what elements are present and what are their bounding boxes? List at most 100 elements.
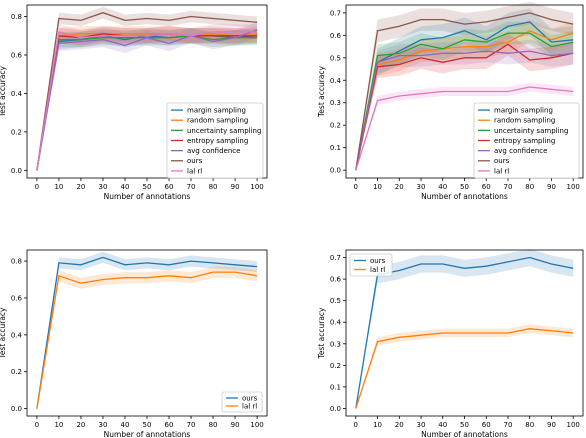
- series-band: [355, 39, 574, 171]
- chart-panel-bottom-left: 0 10 20 30 40 50 60 70 80 90 100 0.0 0.2 0.4 0.6 0.8 Num…: [0, 249, 268, 438]
- legend-box: [349, 253, 393, 277]
- series-band: [355, 248, 574, 409]
- series-line: [355, 21, 574, 171]
- legend-label: uncertainty sampling: [187, 127, 261, 135]
- series-band: [355, 1, 574, 171]
- legend-box: [473, 102, 580, 179]
- legend-label: ours: [494, 157, 510, 165]
- series-line: [355, 328, 574, 409]
- series-line: [36, 31, 258, 171]
- legend-label: lal rl: [370, 266, 385, 274]
- x-tick-label: 70: [504, 421, 513, 429]
- series-line: [355, 43, 574, 171]
- series-band: [36, 6, 258, 171]
- series-band: [355, 324, 574, 409]
- x-tick-label: 100: [567, 421, 580, 429]
- chart-panel-top-left: 0 10 20 30 40 50 60 70 80 90 100 0.0 0.2 0.4 0.6 0.8 Num…: [0, 4, 268, 201]
- x-tick-label: 50: [460, 183, 469, 191]
- legend: margin sampling random sampling uncertaint…: [473, 102, 580, 179]
- legend-label: ours: [242, 394, 258, 402]
- y-tick-label: 0.0: [11, 167, 22, 175]
- x-tick-label: 80: [209, 183, 218, 191]
- series-line: [36, 256, 258, 409]
- x-tick-label: 10: [373, 183, 382, 191]
- x-tick-label: 30: [99, 183, 108, 191]
- legend: margin sampling random sampling uncertaint…: [166, 102, 264, 179]
- x-tick-label: 10: [54, 421, 63, 429]
- x-tick-label: 90: [547, 183, 556, 191]
- x-tick-label: 40: [438, 183, 447, 191]
- series-band: [355, 19, 574, 171]
- series-line: [355, 86, 574, 171]
- y-tick-label: 0.2: [330, 122, 341, 130]
- x-tick-label: 40: [438, 421, 447, 429]
- x-tick-label: 0: [354, 183, 358, 191]
- x-tick-label: 70: [187, 421, 196, 429]
- y-axis-label: Test accuracy: [0, 65, 7, 118]
- y-tick-label: 0.4: [330, 319, 342, 327]
- x-axis-label: Number of annotations: [421, 192, 508, 201]
- y-tick-label: 0.6: [330, 32, 342, 40]
- legend-label: random sampling: [187, 117, 248, 125]
- y-tick-label: 0.3: [330, 99, 341, 107]
- y-tick-label: 0.1: [330, 144, 341, 152]
- series-line: [36, 29, 258, 171]
- x-tick-label: 100: [250, 183, 263, 191]
- y-axis-label: Test accuracy: [317, 65, 326, 118]
- y-axis-label: Test accuracy: [0, 307, 7, 360]
- x-tick-label: 50: [143, 183, 152, 191]
- y-tick-label: 0.3: [330, 340, 341, 348]
- x-tick-label: 20: [76, 421, 85, 429]
- series-line: [355, 30, 574, 171]
- series-line: [355, 32, 574, 171]
- y-tick-label: 0.2: [11, 128, 22, 136]
- x-tick-label: 60: [165, 183, 174, 191]
- y-tick-label: 0.8: [11, 13, 22, 21]
- x-tick-label: 50: [143, 421, 152, 429]
- y-tick-label: 0.0: [330, 167, 341, 175]
- x-tick-label: 20: [395, 421, 404, 429]
- y-tick-label: 0.2: [330, 362, 341, 370]
- legend-label: margin sampling: [494, 106, 553, 114]
- series-band: [36, 251, 258, 409]
- legend-label: random sampling: [494, 117, 555, 125]
- x-tick-label: 10: [373, 421, 382, 429]
- y-tick-label: 0.4: [11, 90, 23, 98]
- series-band: [355, 33, 574, 171]
- y-axis-label: Test accuracy: [317, 307, 326, 360]
- y-tick-label: 0.5: [330, 54, 341, 62]
- legend-label: ours: [187, 157, 203, 165]
- x-tick-label: 80: [525, 421, 534, 429]
- series-line: [355, 12, 574, 171]
- y-tick-label: 0.7: [330, 9, 341, 17]
- x-tick-label: 90: [547, 421, 556, 429]
- x-tick-label: 60: [165, 421, 174, 429]
- x-tick-label: 20: [76, 183, 85, 191]
- legend-label: avg confidence: [494, 147, 547, 155]
- x-tick-label: 60: [482, 421, 491, 429]
- series-line: [36, 33, 258, 171]
- legend-label: uncertainty sampling: [494, 127, 568, 135]
- legend-label: lal rl: [187, 167, 202, 175]
- y-tick-label: 0.2: [11, 368, 22, 376]
- x-tick-label: 90: [231, 421, 240, 429]
- chart-panel-top-right: 0 10 20 30 40 50 60 70 80 90 100 0.0 0.1 0.2 0.3 0.4 0.5…: [317, 1, 584, 201]
- x-axis-label: Number of annotations: [104, 430, 191, 438]
- x-axis-label: Number of annotations: [104, 192, 191, 201]
- x-tick-label: 30: [417, 183, 426, 191]
- x-tick-label: 10: [54, 183, 63, 191]
- y-tick-label: 0.0: [330, 405, 341, 413]
- y-tick-label: 0.4: [330, 77, 342, 85]
- x-tick-label: 100: [250, 421, 263, 429]
- legend-box: [166, 102, 264, 179]
- legend-label: entropy sampling: [494, 137, 555, 145]
- legend-label: avg confidence: [187, 147, 240, 155]
- series-band: [355, 21, 574, 171]
- y-tick-label: 0.8: [11, 258, 22, 266]
- x-tick-label: 30: [99, 421, 108, 429]
- series-line: [36, 271, 258, 409]
- chart-panel-bottom-right: 0 10 20 30 40 50 60 70 80 90 100 0.0 0.1 0.2 0.3 0.4 0.5…: [317, 248, 584, 438]
- x-tick-label: 100: [567, 183, 580, 191]
